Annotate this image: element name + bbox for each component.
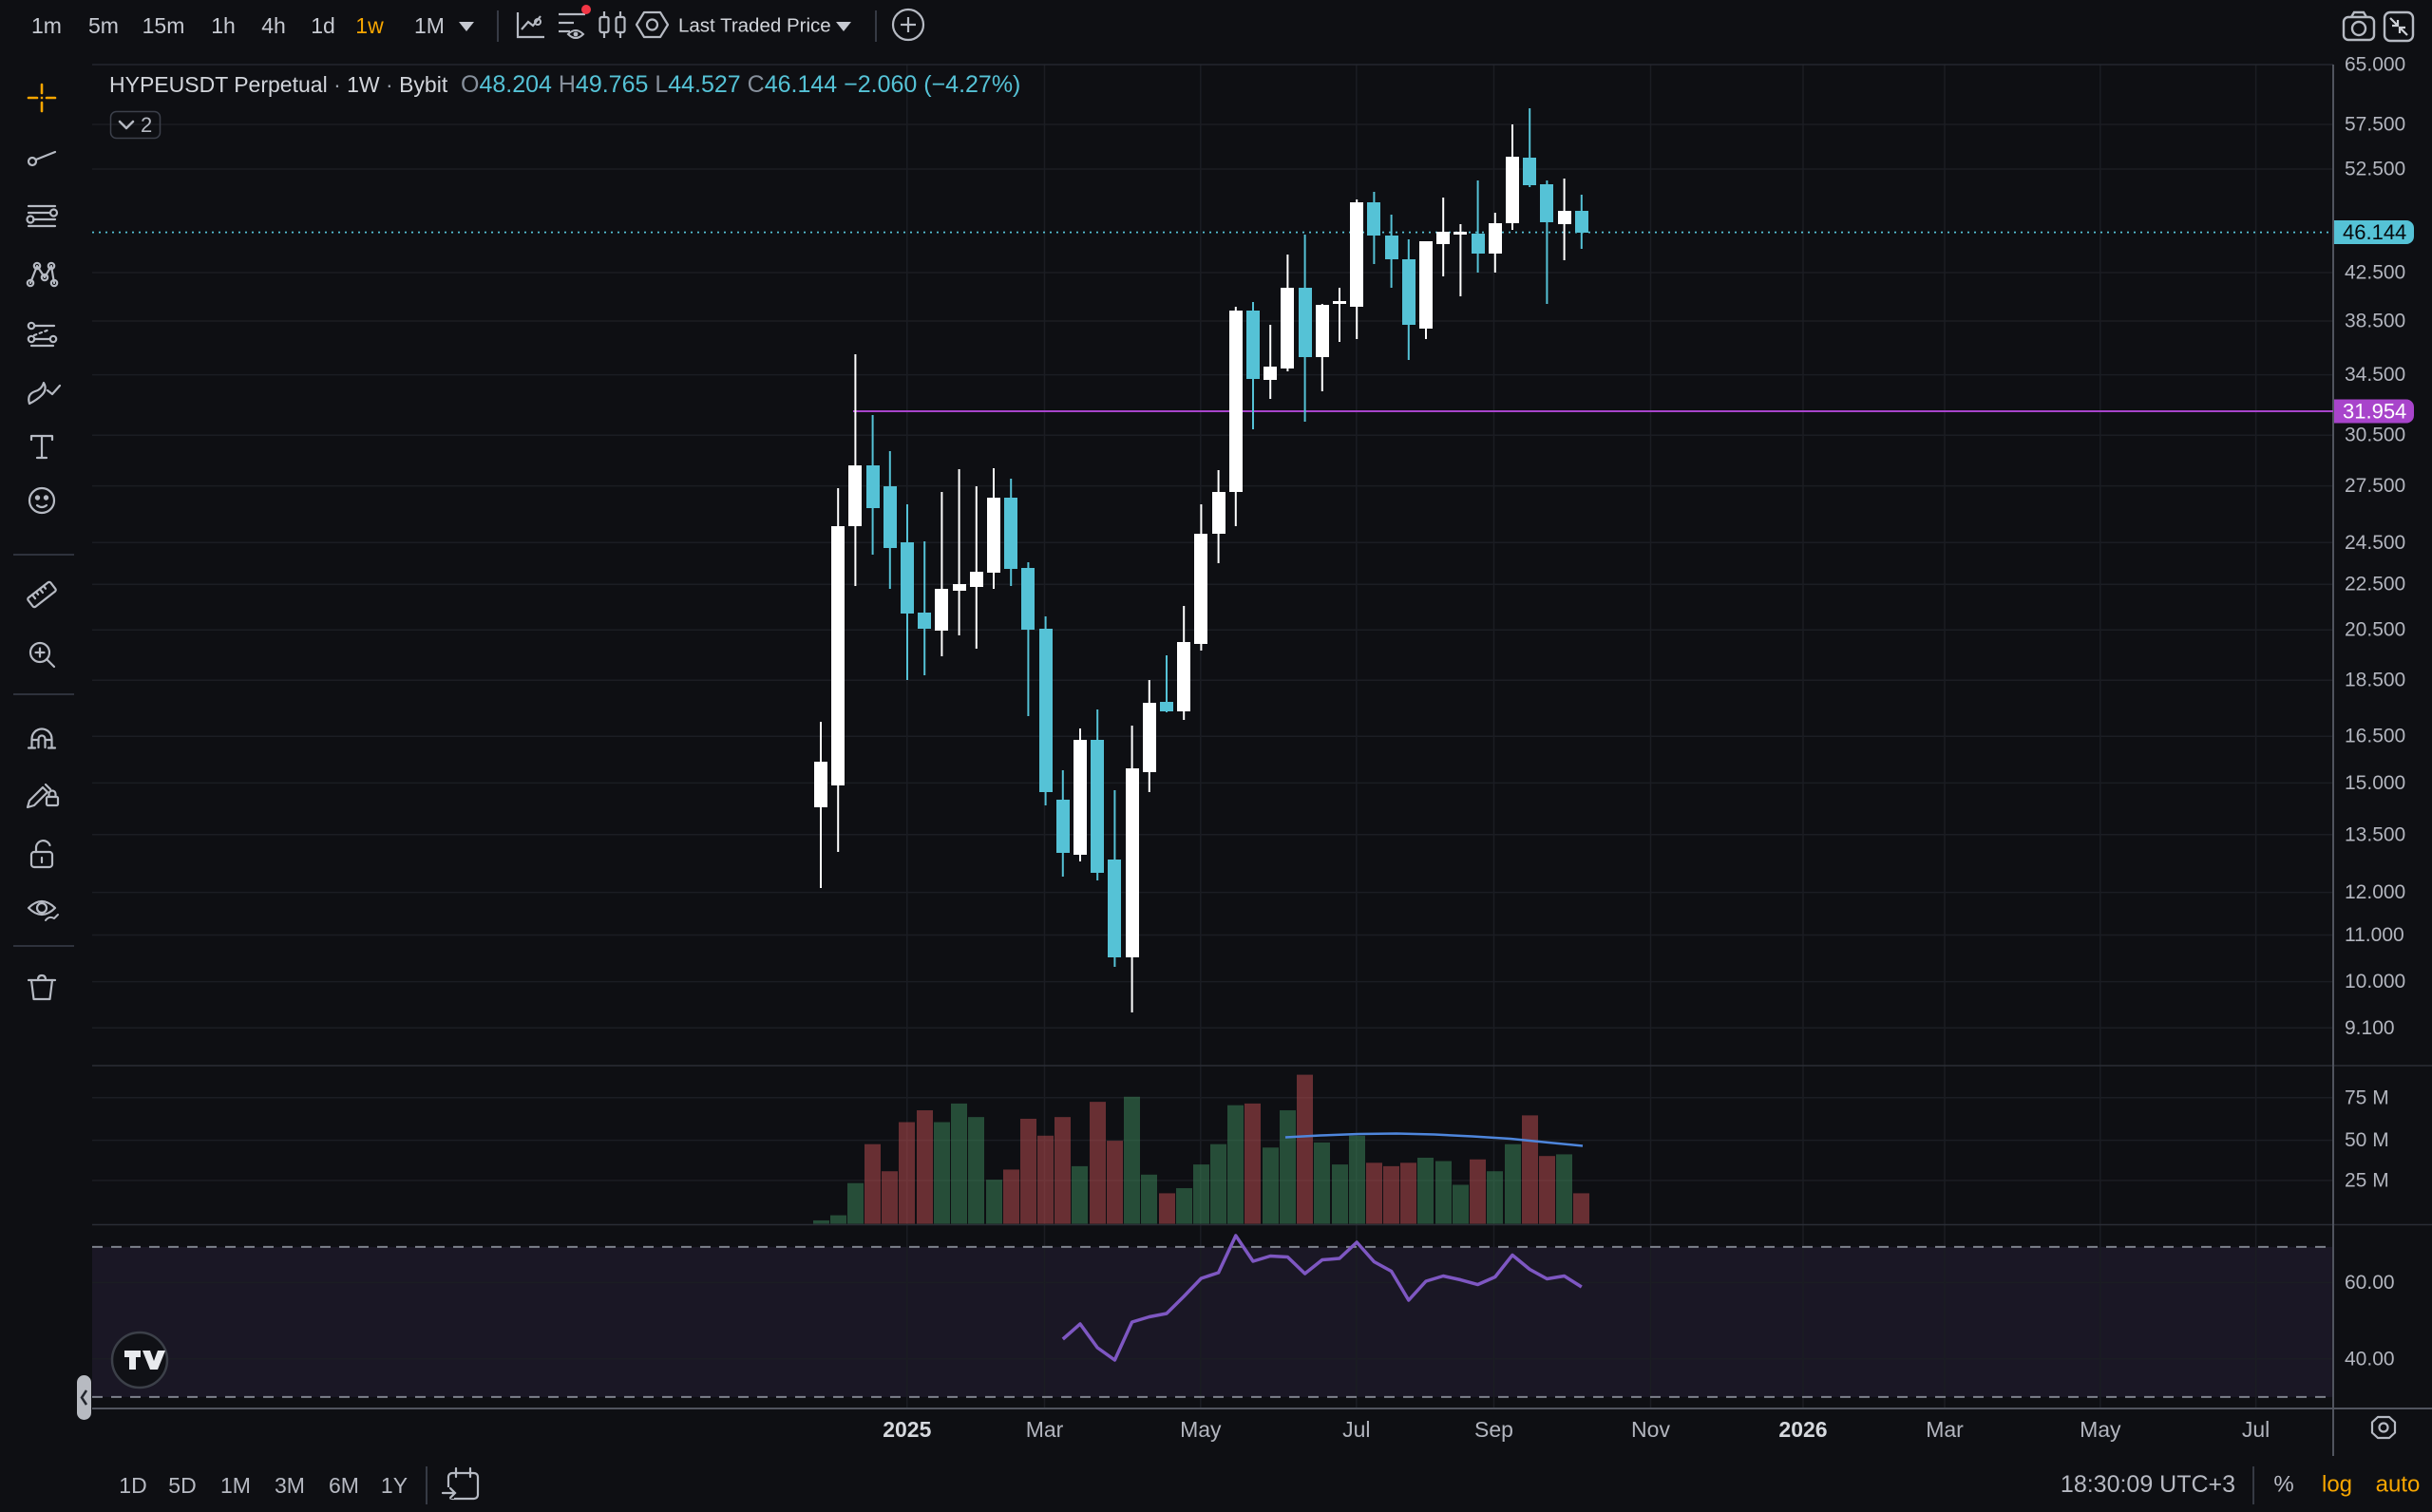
svg-text:2: 2 (141, 113, 152, 137)
svg-text:9.100: 9.100 (2345, 1017, 2395, 1039)
svg-text:5D: 5D (168, 1473, 196, 1498)
svg-text:11.000: 11.000 (2345, 924, 2404, 946)
svg-text:13.500: 13.500 (2345, 823, 2405, 845)
svg-text:1m: 1m (31, 13, 62, 38)
svg-text:1w: 1w (355, 13, 384, 38)
svg-text:O48.204 H49.765 L44.527 C46.14: O48.204 H49.765 L44.527 C46.144 −2.060 (… (461, 71, 1020, 98)
svg-text:Mar: Mar (1926, 1417, 1964, 1442)
svg-text:57.500: 57.500 (2345, 114, 2405, 136)
svg-text:2025: 2025 (883, 1417, 931, 1442)
svg-text:5m: 5m (88, 13, 119, 38)
svg-text:65.000: 65.000 (2345, 53, 2405, 75)
svg-text:1M: 1M (414, 13, 445, 38)
svg-text:38.500: 38.500 (2345, 311, 2405, 332)
svg-text:42.500: 42.500 (2345, 262, 2405, 284)
svg-text:auto: auto (2376, 1472, 2421, 1498)
svg-text:18.500: 18.500 (2345, 670, 2405, 691)
svg-text:34.500: 34.500 (2345, 364, 2405, 386)
svg-text:1d: 1d (311, 13, 335, 38)
svg-text:22.500: 22.500 (2345, 574, 2405, 595)
svg-text:Nov: Nov (1631, 1417, 1670, 1442)
svg-text:May: May (2080, 1417, 2121, 1442)
svg-text:15m: 15m (142, 13, 185, 38)
svg-text:31.954: 31.954 (2343, 400, 2406, 424)
svg-text:Sep: Sep (1474, 1417, 1513, 1442)
svg-text:2026: 2026 (1778, 1417, 1827, 1442)
svg-text:25 M: 25 M (2345, 1169, 2389, 1191)
svg-text:60.00: 60.00 (2345, 1272, 2395, 1294)
svg-text:Jul: Jul (2242, 1417, 2270, 1442)
svg-text:10.000: 10.000 (2345, 971, 2405, 992)
svg-text:3M: 3M (275, 1473, 305, 1498)
svg-text:15.000: 15.000 (2345, 772, 2405, 794)
svg-text:4h: 4h (261, 13, 286, 38)
svg-text:12.000: 12.000 (2345, 881, 2405, 903)
svg-text:24.500: 24.500 (2345, 532, 2405, 554)
svg-text:16.500: 16.500 (2345, 726, 2405, 747)
svg-text:1h: 1h (211, 13, 236, 38)
svg-text:HYPEUSDT Perpetual · 1W · Bybi: HYPEUSDT Perpetual · 1W · Bybit (109, 72, 448, 97)
svg-text:50 M: 50 M (2345, 1129, 2389, 1151)
svg-text:52.500: 52.500 (2345, 159, 2405, 180)
svg-text:May: May (1180, 1417, 1222, 1442)
svg-text:46.144: 46.144 (2343, 220, 2406, 244)
svg-text:75 M: 75 M (2345, 1087, 2389, 1108)
svg-text:1D: 1D (119, 1473, 146, 1498)
svg-text:20.500: 20.500 (2345, 619, 2405, 641)
svg-text:%: % (2273, 1472, 2293, 1498)
svg-text:1Y: 1Y (381, 1473, 408, 1498)
svg-text:6M: 6M (329, 1473, 359, 1498)
svg-text:Mar: Mar (1026, 1417, 1064, 1442)
svg-text:30.500: 30.500 (2345, 425, 2405, 446)
svg-text:Jul: Jul (1342, 1417, 1370, 1442)
svg-text:log: log (2322, 1472, 2352, 1498)
svg-text:1M: 1M (220, 1473, 251, 1498)
svg-text:Last Traded Price: Last Traded Price (678, 15, 831, 37)
svg-text:27.500: 27.500 (2345, 475, 2405, 497)
svg-text:40.00: 40.00 (2345, 1348, 2395, 1370)
svg-text:18:30:09 UTC+3: 18:30:09 UTC+3 (2061, 1471, 2235, 1498)
